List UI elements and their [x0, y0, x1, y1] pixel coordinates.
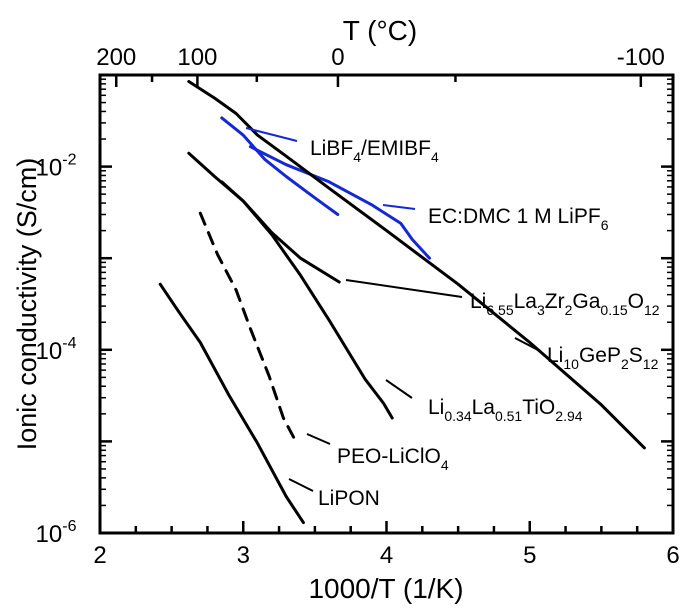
top-tick-label: 200 — [96, 44, 136, 71]
y-tick-label: 10-2 — [36, 152, 77, 182]
x-tick-label: 5 — [523, 542, 536, 569]
series-label-peo: PEO-LiClO4 — [337, 445, 449, 473]
x-tick-label: 6 — [666, 542, 679, 569]
series-label-llto: Li0.34La0.51TiO2.94 — [428, 396, 583, 424]
series-label-ecdmc: EC:DMC 1 M LiPF6 — [428, 205, 609, 233]
callout-leader-libf4 — [245, 127, 298, 142]
top-tick-label: 0 — [331, 44, 344, 71]
tick-marks — [98, 73, 675, 535]
series-layer — [158, 80, 646, 525]
callout-leader-lgps — [514, 337, 539, 351]
series-line-libf4 — [220, 116, 340, 216]
top-tick-label: -100 — [617, 44, 665, 71]
callout-leader-ecdmc — [382, 204, 416, 210]
callout-leader-lipon — [288, 478, 314, 492]
series-line-ecdmc — [248, 145, 431, 260]
x-tick-label: 2 — [93, 542, 106, 569]
series-label-lgps: Li10GeP2S12 — [547, 344, 659, 372]
x-tick-label: 4 — [380, 542, 393, 569]
top-tick-label: 100 — [177, 44, 217, 71]
x-tick-label: 3 — [237, 542, 250, 569]
y-tick-label: 10-6 — [36, 518, 77, 548]
callout-leader-llzo — [345, 279, 463, 298]
x-axis-title: 1000/T (1/K) — [308, 573, 463, 604]
series-line-lipon — [158, 282, 305, 525]
series-label-libf4: LiBF4/EMIBF4 — [310, 137, 439, 165]
y-tick-label: 10-4 — [36, 335, 77, 365]
callout-leader-llto — [385, 379, 413, 399]
callout-layer: LiBF4/EMIBF4 EC:DMC 1 M LiPF6 Li10GeP2S12 L… — [245, 127, 660, 510]
series-label-llzo: Li6.55La3Zr2Ga0.15O12 — [470, 290, 660, 318]
callout-leader-peo — [306, 433, 331, 445]
top-axis-title: T (°C) — [343, 15, 417, 46]
tick-labels: 2 3 4 5 6 200 100 0 -100 10-2 10-4 10-6 — [36, 44, 680, 569]
series-line-peo — [198, 211, 297, 441]
series-label-lipon: LiPON — [318, 487, 380, 510]
series-line-llto — [187, 151, 394, 420]
series-line-lgps — [187, 80, 646, 450]
y-axis-title: Ionic conductivity (S/cm) — [12, 158, 42, 451]
